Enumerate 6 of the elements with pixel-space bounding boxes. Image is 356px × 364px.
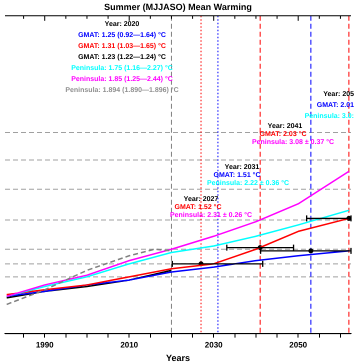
chart-title: Summer (MJJASO) Mean Warming (104, 2, 252, 12)
x-axis-title: Years (166, 353, 190, 364)
x-tick-label: 2050 (289, 340, 308, 350)
x-tick-label: 2010 (120, 340, 139, 350)
x-tick-label: 1990 (36, 340, 54, 350)
x-tick-label: 2030 (204, 340, 224, 350)
